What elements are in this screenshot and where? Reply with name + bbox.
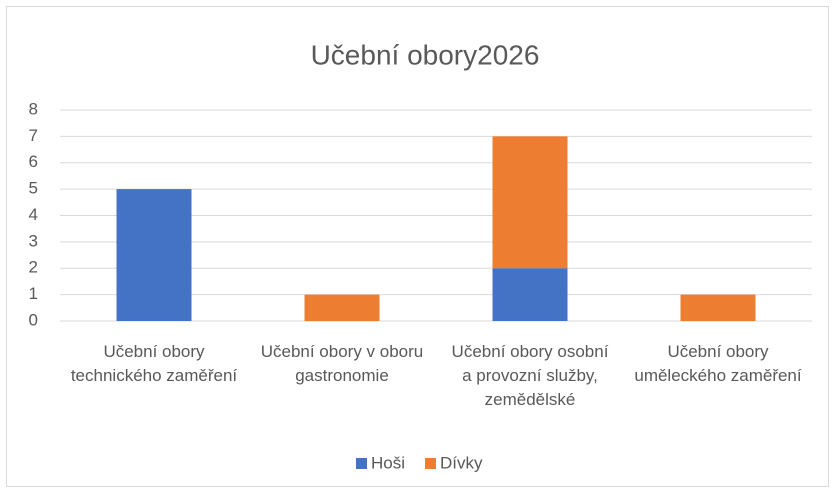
x-tick-label: Učební obory v oboru gastronomie bbox=[260, 342, 424, 385]
legend-swatch bbox=[356, 458, 367, 469]
bar-segment bbox=[304, 294, 380, 321]
y-tick-label: 2 bbox=[29, 258, 38, 277]
bar-segment bbox=[492, 268, 568, 321]
y-tick-label: 3 bbox=[29, 231, 38, 250]
chart-title: Učební obory2026 bbox=[311, 39, 540, 70]
x-tick-label: Učební obory osobní a provozní služby, z… bbox=[451, 342, 609, 409]
y-tick-label: 0 bbox=[29, 310, 38, 329]
y-tick-label: 4 bbox=[29, 205, 38, 224]
x-tick-label: Učební obory uměleckého zaměření bbox=[634, 342, 802, 385]
y-tick-label: 5 bbox=[29, 179, 38, 198]
legend-swatch bbox=[425, 458, 437, 469]
legend-label: Dívky bbox=[440, 453, 483, 472]
y-tick-label: 8 bbox=[29, 99, 38, 118]
bar-segment bbox=[116, 189, 192, 321]
x-tick-label: Učební obory technického zaměření bbox=[70, 342, 238, 385]
y-tick-label: 7 bbox=[29, 126, 38, 145]
y-tick-label: 1 bbox=[29, 284, 38, 303]
y-tick-label: 6 bbox=[29, 152, 38, 171]
bar-segment bbox=[680, 294, 756, 321]
bar-segment bbox=[492, 136, 568, 269]
legend-label: Hoši bbox=[371, 453, 405, 472]
